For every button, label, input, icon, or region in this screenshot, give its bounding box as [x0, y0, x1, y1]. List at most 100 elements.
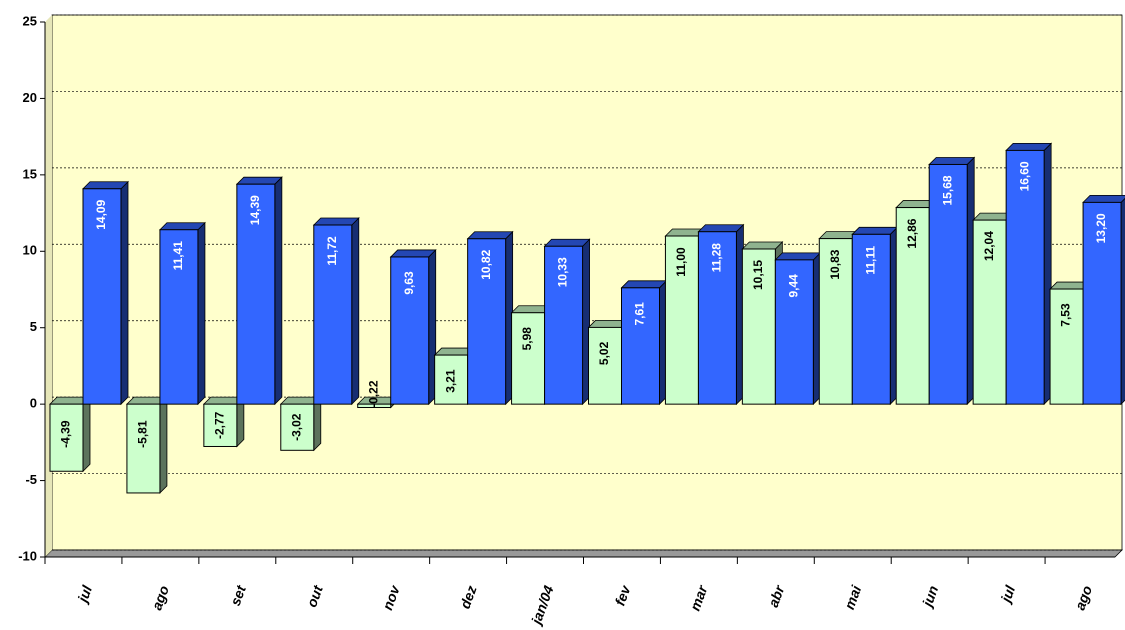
bar-top [82, 181, 129, 190]
x-tick-label: abr [765, 582, 788, 609]
plot-floor [44, 549, 1123, 558]
bar-top [851, 226, 899, 235]
value-label: 14,39 [248, 195, 262, 225]
bar [49, 403, 84, 472]
bar-side [82, 396, 91, 473]
x-tick-label: out [303, 582, 326, 609]
bar-side [197, 221, 206, 406]
bar [851, 233, 891, 405]
value-label: 9,44 [787, 274, 801, 298]
value-label: 10,33 [556, 257, 570, 287]
bar [390, 256, 430, 405]
value-label: 7,53 [1059, 303, 1073, 327]
bar [280, 403, 315, 451]
x-tick-label: ago [1072, 583, 1096, 612]
bar-side [120, 180, 129, 406]
value-label: 12,86 [905, 218, 919, 248]
y-tick-label: 10 [23, 243, 37, 258]
value-label: -3,02 [289, 413, 303, 441]
bar [159, 229, 199, 405]
bar [126, 403, 161, 494]
value-label: 11,72 [325, 236, 339, 266]
value-label: 3,21 [443, 369, 457, 393]
value-label: 16,60 [1017, 161, 1031, 191]
value-label: 11,11 [863, 246, 877, 275]
value-label: 15,68 [940, 175, 954, 205]
bar-top [389, 249, 437, 258]
bar-top [466, 231, 514, 240]
value-label: 10,82 [479, 249, 493, 279]
x-tick-label: fev [612, 582, 634, 608]
bar-top [620, 280, 668, 289]
bar [741, 248, 776, 405]
value-label: -2,77 [213, 411, 227, 439]
y-tick-label: 15 [23, 166, 37, 181]
x-tick-label: nov [379, 582, 403, 612]
bar [467, 238, 507, 405]
bar [203, 403, 238, 447]
bar [82, 188, 122, 405]
value-label: 10,15 [751, 260, 765, 290]
bar-top [312, 217, 360, 226]
value-label: 11,00 [674, 247, 688, 277]
bar-top [741, 241, 784, 250]
value-label: 7,61 [633, 302, 647, 326]
bar [972, 219, 1007, 405]
value-label: 11,28 [710, 243, 724, 273]
bar [1082, 201, 1122, 405]
x-tick-label: mar [687, 582, 711, 613]
x-tick-label: mai [841, 582, 865, 611]
y-tick-label: -10 [18, 548, 37, 563]
y-tick-label: 20 [23, 90, 37, 105]
value-label: 5,98 [520, 327, 534, 351]
bar-side [1120, 197, 1125, 406]
value-label: -0,22 [366, 380, 380, 408]
x-tick-label: jul [997, 582, 1019, 606]
bar-top [158, 222, 206, 231]
y-tick-label: 25 [23, 13, 37, 28]
y-tick-label: 0 [30, 396, 37, 411]
x-tick-label: jul [74, 582, 96, 606]
bar [928, 163, 968, 405]
value-label: -5,81 [136, 420, 150, 448]
y-tick-label: -5 [25, 472, 37, 487]
bar [236, 183, 276, 405]
bar [697, 231, 737, 405]
bar-top [928, 157, 976, 165]
bar-top [1005, 142, 1053, 151]
bar-side [313, 396, 322, 452]
value-label: 11,41 [171, 241, 185, 271]
bar [664, 235, 699, 405]
bar [1049, 288, 1084, 405]
x-tick-label: jan/04 [527, 583, 556, 628]
bar [621, 287, 660, 405]
bar [357, 403, 392, 409]
bar [774, 259, 814, 405]
value-label: 10,83 [828, 249, 842, 279]
bar-top [543, 238, 591, 247]
value-label: 13,20 [1094, 213, 1108, 243]
plot-side-wall [45, 15, 52, 557]
bar [818, 238, 853, 405]
bar-top [235, 176, 283, 185]
bar-side [351, 217, 360, 406]
bar [1005, 149, 1045, 405]
value-label: 12,04 [982, 231, 996, 261]
x-tick-label: set [227, 582, 249, 608]
value-label: -4,39 [59, 420, 73, 448]
bar [313, 224, 353, 405]
bar-top [774, 252, 822, 261]
x-tick-label: jun [918, 583, 941, 610]
bar-side [159, 396, 168, 494]
x-tick-label: dez [457, 583, 480, 610]
bar [544, 245, 584, 405]
bar [511, 312, 546, 405]
bar-side [274, 176, 283, 406]
value-label: 5,02 [597, 341, 611, 365]
value-label: 14,09 [94, 199, 108, 229]
y-tick-label: 5 [30, 319, 37, 334]
x-tick-label: ago [148, 583, 172, 612]
value-label: 9,63 [402, 271, 416, 295]
bar-top [1082, 194, 1125, 203]
